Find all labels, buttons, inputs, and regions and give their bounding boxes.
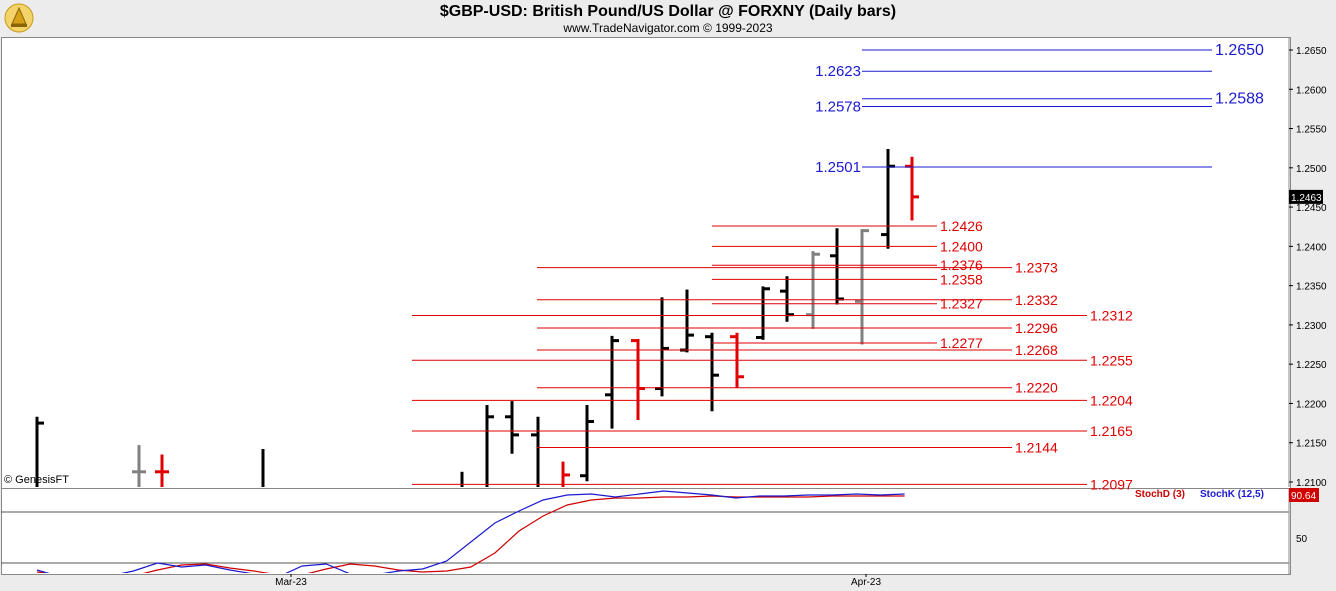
- level-label-1.2204: 1.2204: [1090, 392, 1133, 408]
- level-label-1.2358: 1.2358: [940, 271, 983, 287]
- price-plot-area: [35, 148, 919, 487]
- stoch-tick-label: 50: [1296, 534, 1308, 545]
- price-tick-label: 1.2550: [1296, 125, 1327, 136]
- stoch-k-legend: StochK (12,5): [1200, 489, 1264, 500]
- level-label-1.2588: 1.2588: [1215, 91, 1264, 108]
- stoch-d-legend: StochD (3): [1135, 489, 1185, 500]
- price-tick-label: 1.2400: [1296, 242, 1327, 253]
- stoch-series-line: [36, 490, 905, 573]
- level-label-1.2332: 1.2332: [1015, 292, 1058, 308]
- price-tick-label: 1.2450: [1296, 203, 1327, 214]
- level-label-1.2400: 1.2400: [940, 238, 983, 254]
- genesis-logo-icon: [4, 3, 34, 33]
- stochastic-panel[interactable]: [1, 488, 1291, 575]
- price-tick-label: 1.2350: [1296, 282, 1327, 293]
- stoch-plot-area: [1, 490, 1289, 573]
- level-label-1.2327: 1.2327: [940, 296, 983, 312]
- stoch-last-value-box: [1289, 488, 1319, 502]
- stoch-series-line: [36, 495, 905, 573]
- price-tick-label: 1.2650: [1296, 46, 1327, 57]
- level-label-1.2255: 1.2255: [1090, 352, 1133, 368]
- chart-title: $GBP-USD: British Pound/US Dollar @ FORX…: [439, 3, 897, 20]
- chart-subtitle: www.TradeNavigator.com © 1999-2023: [563, 21, 773, 35]
- price-tick-label: 1.2600: [1296, 85, 1327, 96]
- copyright-label: © GenesisFT: [4, 474, 69, 486]
- level-label-1.2144: 1.2144: [1015, 439, 1058, 455]
- level-label-1.2165: 1.2165: [1090, 423, 1133, 439]
- price-tick-label: 1.2100: [1296, 478, 1327, 489]
- date-tick-label: Mar-23: [275, 577, 307, 588]
- price-tick-label: 1.2300: [1296, 321, 1327, 332]
- level-label-1.2501: 1.2501: [815, 159, 861, 176]
- level-label-1.2373: 1.2373: [1015, 260, 1058, 276]
- last-price-box: [1289, 189, 1323, 204]
- level-label-1.2268: 1.2268: [1015, 342, 1058, 358]
- level-label-1.2312: 1.2312: [1090, 307, 1133, 323]
- level-label-1.2426: 1.2426: [940, 218, 983, 234]
- level-label-1.2277: 1.2277: [940, 335, 983, 351]
- level-label-1.2623: 1.2623: [815, 63, 861, 80]
- last-price-label: 1.2463: [1291, 193, 1322, 204]
- level-label-1.2220: 1.2220: [1015, 380, 1058, 396]
- price-tick-label: 1.2500: [1296, 164, 1327, 175]
- price-tick-label: 1.2200: [1296, 399, 1327, 410]
- level-label-1.2578: 1.2578: [815, 99, 861, 116]
- chart-header: $GBP-USD: British Pound/US Dollar @ FORX…: [0, 0, 1336, 37]
- level-label-1.2097: 1.2097: [1090, 476, 1133, 492]
- price-tick-label: 1.2250: [1296, 360, 1327, 371]
- stoch-last-value-label: 90.64: [1291, 491, 1316, 502]
- level-label-1.2650: 1.2650: [1215, 42, 1264, 59]
- price-tick-label: 1.2150: [1296, 439, 1327, 450]
- date-tick-label: Apr-23: [851, 577, 881, 588]
- level-label-1.2296: 1.2296: [1015, 320, 1058, 336]
- level-label-1.2376: 1.2376: [940, 257, 983, 273]
